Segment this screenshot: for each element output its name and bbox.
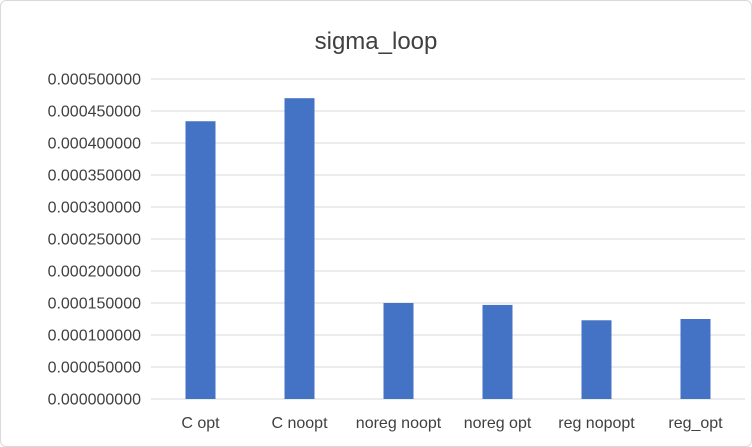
x-tick-label: C opt	[181, 415, 220, 432]
x-tick-label: noreg noopt	[356, 415, 442, 432]
bar	[581, 320, 612, 399]
y-tick-label: 0.000250000	[48, 232, 142, 249]
y-tick-label: 0.000500000	[48, 72, 142, 89]
bar	[284, 98, 315, 399]
x-tick-label: C noopt	[271, 415, 328, 432]
x-tick-label: reg_opt	[668, 415, 723, 432]
bars	[185, 98, 711, 400]
bar	[383, 303, 414, 399]
x-tick-label: reg nopopt	[558, 415, 635, 432]
y-tick-label: 0.000000000	[48, 392, 142, 409]
y-tick-label: 0.000050000	[48, 360, 142, 377]
y-tick-label: 0.000300000	[48, 200, 142, 217]
x-tick-label: noreg opt	[464, 415, 532, 432]
y-tick-label: 0.000150000	[48, 296, 142, 313]
x-axis-ticks: C opt C noopt noreg noopt noreg opt reg nopo…	[181, 415, 723, 432]
y-tick-label: 0.000350000	[48, 168, 142, 185]
y-axis-ticks: 0.000000000 0.000050000 0.000100000 0.00015…	[48, 72, 142, 409]
y-tick-label: 0.000100000	[48, 328, 142, 345]
y-tick-label: 0.000400000	[48, 136, 142, 153]
gridlines	[151, 78, 745, 400]
chart-title: sigma_loop	[315, 28, 438, 55]
y-tick-label: 0.000200000	[48, 264, 142, 281]
bar	[482, 304, 513, 399]
bar	[680, 319, 711, 399]
bar	[185, 121, 216, 400]
y-tick-label: 0.000450000	[48, 104, 142, 121]
